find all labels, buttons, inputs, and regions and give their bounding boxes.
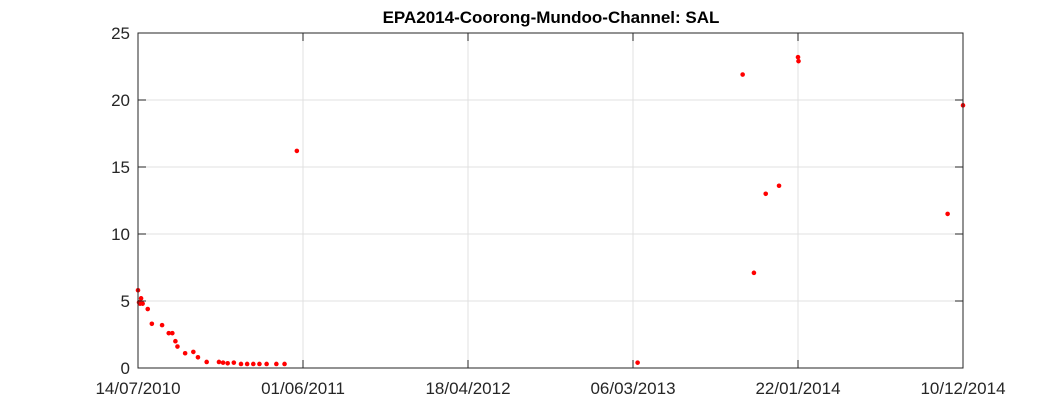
data-point [138, 296, 144, 301]
data-point [796, 58, 801, 64]
data-points [135, 54, 966, 367]
data-point [945, 211, 950, 217]
grid-lines [137, 32, 964, 369]
data-point [294, 148, 300, 154]
x-tick-label: 06/03/2013 [590, 379, 675, 398]
data-point [216, 359, 222, 365]
data-point [140, 301, 145, 306]
data-point [776, 183, 782, 189]
plot-area-frame [137, 32, 964, 369]
data-point [763, 191, 769, 197]
data-point [173, 338, 178, 344]
data-point [740, 72, 745, 77]
data-point [149, 321, 155, 327]
y-tick-label: 10 [111, 225, 130, 244]
x-tick-label: 22/01/2014 [755, 379, 840, 398]
data-point [182, 350, 188, 356]
data-point [231, 360, 237, 365]
data-point [238, 361, 244, 367]
data-point [257, 361, 262, 367]
data-point [159, 322, 165, 328]
x-tick-label: 01/06/2011 [261, 379, 345, 398]
data-point [191, 349, 196, 355]
data-point [244, 361, 250, 367]
x-axis-ticks: 14/07/2010 01/06/2011 18/04/2012 06/03/2013… [95, 33, 1006, 398]
y-tick-label: 15 [111, 158, 130, 177]
y-axis-ticks: 0 5 10 15 20 25 [111, 24, 963, 378]
y-tick-label: 5 [121, 292, 130, 311]
chart-title: EPA2014-Coorong-Mundoo-Channel: SAL [383, 8, 720, 27]
data-point [250, 361, 256, 367]
data-point [635, 360, 640, 365]
x-tick-label: 18/04/2012 [425, 379, 510, 398]
x-tick-label: 10/12/2014 [920, 379, 1005, 398]
data-point [282, 361, 287, 367]
data-point [264, 361, 269, 367]
data-point [170, 330, 175, 336]
data-point [175, 344, 180, 349]
data-point [225, 361, 230, 366]
data-point [195, 354, 201, 360]
y-tick-label: 20 [111, 91, 130, 110]
data-point [166, 330, 172, 336]
y-tick-label: 0 [121, 359, 130, 378]
data-point [274, 361, 279, 367]
data-point [751, 270, 757, 276]
data-point [795, 54, 801, 60]
data-point [220, 360, 226, 365]
data-point [204, 359, 209, 365]
data-point [145, 306, 151, 312]
y-tick-label: 25 [111, 24, 130, 43]
x-tick-label: 14/07/2010 [95, 379, 180, 398]
